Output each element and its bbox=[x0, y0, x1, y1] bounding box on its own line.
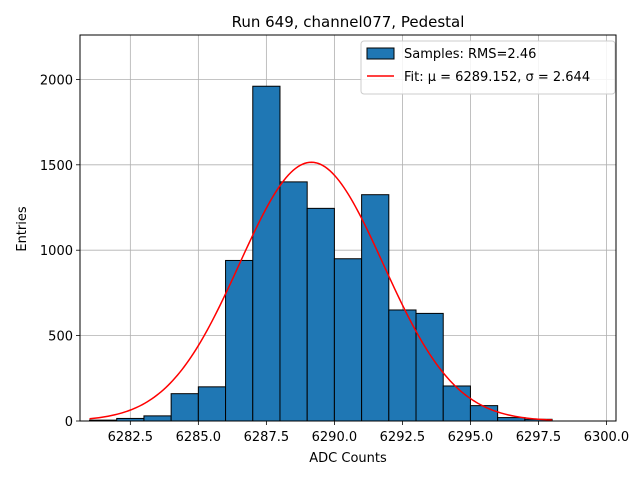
histogram-bar bbox=[469, 405, 499, 422]
y-tick-label: 500 bbox=[48, 330, 73, 345]
legend: Samples: RMS=2.46 Fit: μ = 6289.152, σ =… bbox=[360, 40, 616, 95]
x-tick-label: 6290.0 bbox=[312, 430, 358, 445]
histogram-bars bbox=[89, 85, 553, 422]
fit-line bbox=[89, 161, 553, 421]
histogram-bar bbox=[442, 385, 471, 422]
y-tick-label: 2000 bbox=[40, 73, 73, 88]
legend-box bbox=[360, 40, 616, 95]
x-axis-title: ADC Counts bbox=[309, 451, 387, 466]
x-tick-label: 6282.5 bbox=[108, 430, 154, 445]
chart-title: Run 649, channel077, Pedestal bbox=[232, 13, 465, 31]
histogram-bar bbox=[333, 258, 363, 422]
histogram-bar bbox=[306, 207, 335, 422]
fit-line-layer bbox=[89, 161, 553, 421]
histogram-bar bbox=[388, 309, 417, 422]
x-axis-ticks: 6282.5 6285.0 6287.5 6290.0 6292.5 6295.0 6297… bbox=[108, 421, 630, 445]
y-axis-title: Entries bbox=[15, 206, 30, 252]
y-axis-ticks: 0 500 1000 1500 2000 bbox=[40, 73, 80, 430]
x-tick-label: 6292.5 bbox=[380, 430, 426, 445]
x-tick-label: 6297.5 bbox=[516, 430, 562, 445]
histogram-bar bbox=[143, 415, 172, 422]
plot-frame bbox=[79, 34, 617, 422]
legend-label-fit: Fit: μ = 6289.152, σ = 2.644 bbox=[404, 70, 590, 85]
histogram-bar bbox=[361, 194, 390, 422]
histogram-bar bbox=[225, 259, 254, 422]
histogram-bar bbox=[252, 85, 281, 422]
y-tick-label: 1000 bbox=[40, 244, 73, 259]
x-tick-label: 6287.5 bbox=[244, 430, 290, 445]
x-tick-label: 6295.0 bbox=[448, 430, 494, 445]
histogram-bar bbox=[279, 181, 308, 422]
y-tick-label: 0 bbox=[65, 415, 73, 430]
legend-label-samples: Samples: RMS=2.46 bbox=[404, 47, 536, 62]
x-tick-label: 6285.0 bbox=[176, 430, 222, 445]
histogram-bar bbox=[170, 393, 199, 422]
histogram-bar bbox=[497, 417, 526, 422]
y-tick-label: 1500 bbox=[40, 159, 73, 174]
legend-swatch-samples bbox=[366, 47, 395, 60]
x-tick-label: 6300.0 bbox=[584, 430, 630, 445]
histogram-bar bbox=[197, 386, 227, 422]
